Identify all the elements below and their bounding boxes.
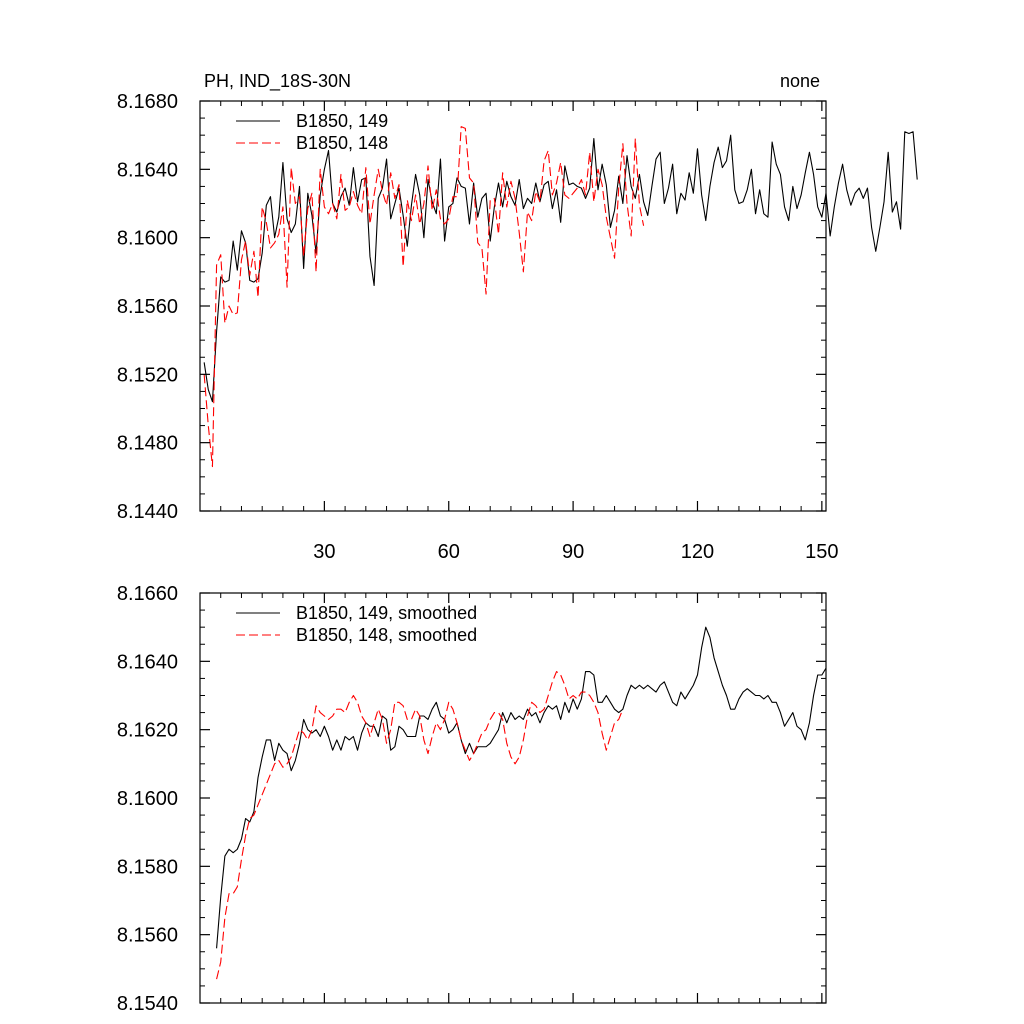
y-tick-label: 8.1580 [117, 856, 178, 878]
top-panel: PH, IND_18S-30N none 8.1440 8.1480 8.1520 8… [117, 71, 918, 563]
bottom-panel: 8.1540 8.1560 8.1580 8.1600 8.1620 8.1640 8.16… [117, 583, 827, 1015]
y-tick-label: 8.1520 [117, 364, 178, 386]
y-tick-label: 8.1640 [117, 159, 178, 181]
series-line-1 [203, 131, 918, 403]
y-tick-label: 8.1440 [117, 501, 178, 523]
y-tick-label: 8.1560 [117, 925, 178, 947]
y-tick-label: 8.1600 [117, 788, 178, 810]
x-tick-label: 120 [681, 541, 714, 563]
y-tick-label: 8.1620 [117, 720, 178, 742]
x-tick-label: 60 [438, 541, 460, 563]
y-tick-label: 8.1600 [117, 228, 178, 250]
legend-label-2: B1850, 148, smoothed [296, 625, 477, 645]
chart-title: PH, IND_18S-30N [204, 71, 351, 92]
legend-label-1: B1850, 149, smoothed [296, 603, 477, 623]
y-tick-label: 8.1480 [117, 433, 178, 455]
series-line-1 [216, 626, 827, 949]
plot-frame [199, 592, 827, 1004]
x-tick-label: 150 [805, 541, 838, 563]
x-tick-label: 90 [562, 541, 584, 563]
series-line-2 [203, 126, 645, 468]
plot-frame [199, 100, 827, 512]
x-tick-label: 30 [313, 541, 335, 563]
series-line-2 [216, 671, 624, 980]
y-tick-label: 8.1680 [117, 91, 178, 113]
y-tick-label: 8.1640 [117, 651, 178, 673]
legend-label-1: B1850, 149 [296, 111, 388, 131]
y-tick-label: 8.1560 [117, 296, 178, 318]
chart-subtitle-right: none [780, 71, 820, 91]
legend-label-2: B1850, 148 [296, 133, 388, 153]
y-tick-label: 8.1540 [117, 993, 178, 1015]
y-tick-label: 8.1660 [117, 583, 178, 605]
